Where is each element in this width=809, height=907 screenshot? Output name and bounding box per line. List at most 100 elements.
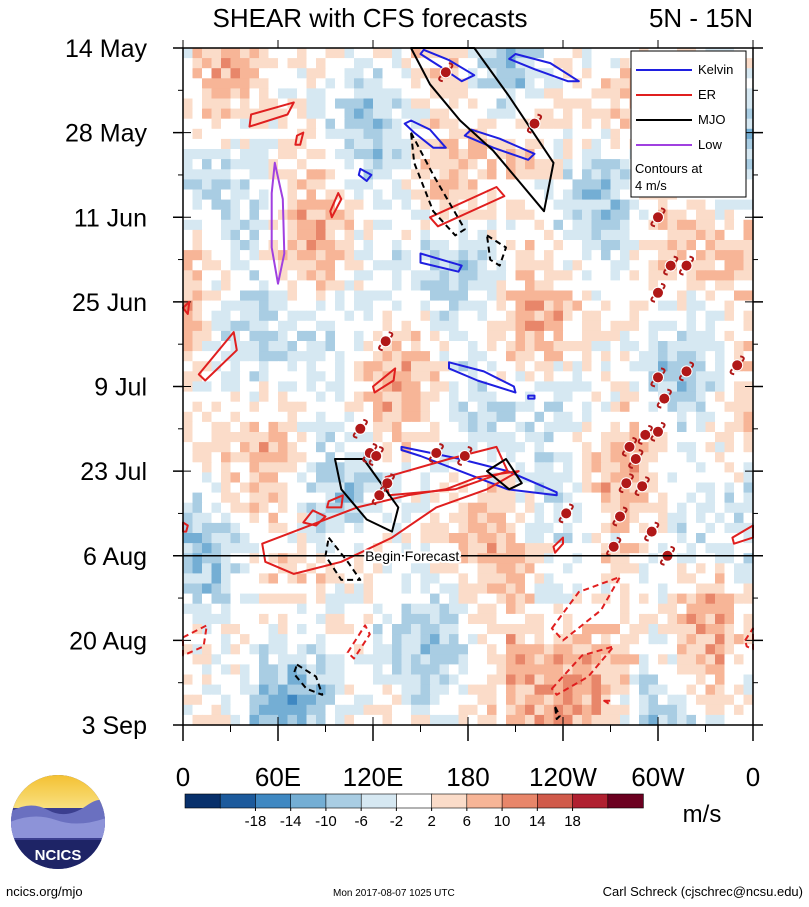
- storm-icon-arm: [637, 424, 653, 445]
- shear-cell: [297, 603, 308, 615]
- shear-cell: [240, 694, 251, 706]
- shear-cell: [696, 381, 707, 393]
- shear-cell: [468, 361, 479, 372]
- shear-cell: [278, 260, 289, 271]
- shear-cell: [601, 522, 612, 534]
- shear-cell: [544, 634, 555, 645]
- shear-cell: [696, 512, 707, 524]
- shear-cell: [724, 634, 735, 645]
- shear-cell: [354, 68, 365, 79]
- shear-cell: [610, 361, 621, 372]
- shear-cell: [249, 179, 260, 191]
- shear-cell: [297, 634, 308, 645]
- shear-cell: [373, 88, 384, 100]
- shear-cell: [563, 169, 574, 180]
- shear-cell: [420, 432, 431, 443]
- shear-cell: [401, 189, 412, 201]
- shear-cell: [620, 401, 631, 413]
- shear-cell: [297, 482, 308, 494]
- shear-cell: [477, 704, 488, 716]
- shear-cell: [449, 300, 460, 312]
- shear-cell: [325, 432, 336, 443]
- shear-cell: [430, 320, 441, 332]
- shear-cell: [487, 553, 498, 564]
- shear-cell: [392, 563, 403, 574]
- shear-cell: [420, 189, 431, 201]
- shear-cell: [705, 330, 716, 342]
- shear-cell: [544, 613, 555, 625]
- shear-cell: [363, 411, 374, 423]
- shear-cell: [183, 179, 194, 191]
- shear-cell: [268, 48, 279, 59]
- shear-cell: [420, 199, 431, 211]
- shear-cell: [639, 391, 650, 403]
- shear-cell: [553, 522, 564, 534]
- shear-cell: [601, 179, 612, 191]
- shear-cell: [249, 381, 260, 393]
- shear-cell: [591, 512, 602, 524]
- shear-cell: [259, 108, 270, 120]
- shear-cell: [506, 472, 517, 484]
- shear-cell: [572, 149, 583, 160]
- shear-cell: [259, 320, 270, 332]
- shear-cell: [382, 209, 393, 221]
- shear-cell: [249, 260, 260, 271]
- shear-cell: [430, 421, 441, 433]
- shear-cell: [249, 543, 260, 554]
- shear-cell: [306, 361, 317, 372]
- shear-cell: [211, 522, 222, 534]
- shear-cell: [724, 381, 735, 393]
- shear-cell: [401, 219, 412, 231]
- shear-cell: [230, 512, 241, 524]
- footer-url[interactable]: ncics.org/mjo: [6, 884, 83, 899]
- shear-cell: [363, 159, 374, 170]
- shear-cell: [743, 543, 754, 554]
- shear-cell: [344, 512, 355, 524]
- shear-cell: [439, 553, 450, 564]
- shear-cell: [297, 512, 308, 524]
- shear-cell: [553, 462, 564, 473]
- shear-cell: [183, 694, 194, 706]
- shear-cell: [582, 310, 593, 322]
- shear-cell: [240, 260, 251, 271]
- shear-cell: [439, 452, 450, 463]
- shear-cell: [325, 260, 336, 271]
- storm-icon-arm: [729, 355, 745, 376]
- shear-cell: [506, 361, 517, 372]
- shear-cell: [449, 654, 460, 665]
- shear-cell: [449, 411, 460, 423]
- shear-cell: [677, 704, 688, 716]
- shear-cell: [202, 462, 213, 473]
- storm-icon-core: [560, 507, 573, 520]
- shear-cell: [686, 280, 697, 292]
- shear-cell: [496, 300, 507, 312]
- shear-cell: [230, 674, 241, 686]
- colorbar: -18 -14 -10 -6 -2 2 6 10 14 18: [184, 793, 644, 830]
- shear-cell: [620, 593, 631, 605]
- shear-cell: [487, 654, 498, 665]
- shear-cell: [363, 664, 374, 676]
- shear-cell: [534, 78, 545, 89]
- shear-cell: [591, 371, 602, 382]
- shear-cell: [582, 320, 593, 332]
- shear-cell: [477, 138, 488, 150]
- shear-cell: [686, 634, 697, 645]
- shear-cell: [734, 472, 745, 484]
- shear-cell: [297, 300, 308, 312]
- shear-cell: [202, 351, 213, 362]
- shear-cell: [278, 149, 289, 160]
- shear-cell: [287, 654, 298, 665]
- shear-cell: [268, 391, 279, 403]
- shear-cell: [515, 522, 526, 534]
- shear-cell: [534, 472, 545, 484]
- shear-cell: [553, 684, 564, 696]
- colorbar-label: -14: [280, 813, 302, 830]
- shear-cell: [677, 250, 688, 261]
- shear-cell: [259, 88, 270, 100]
- shear-cell: [525, 714, 536, 726]
- shear-cell: [639, 553, 650, 564]
- shear-cell: [487, 280, 498, 292]
- shear-cell: [743, 159, 754, 170]
- shear-cell: [572, 240, 583, 251]
- shear-cell: [686, 674, 697, 686]
